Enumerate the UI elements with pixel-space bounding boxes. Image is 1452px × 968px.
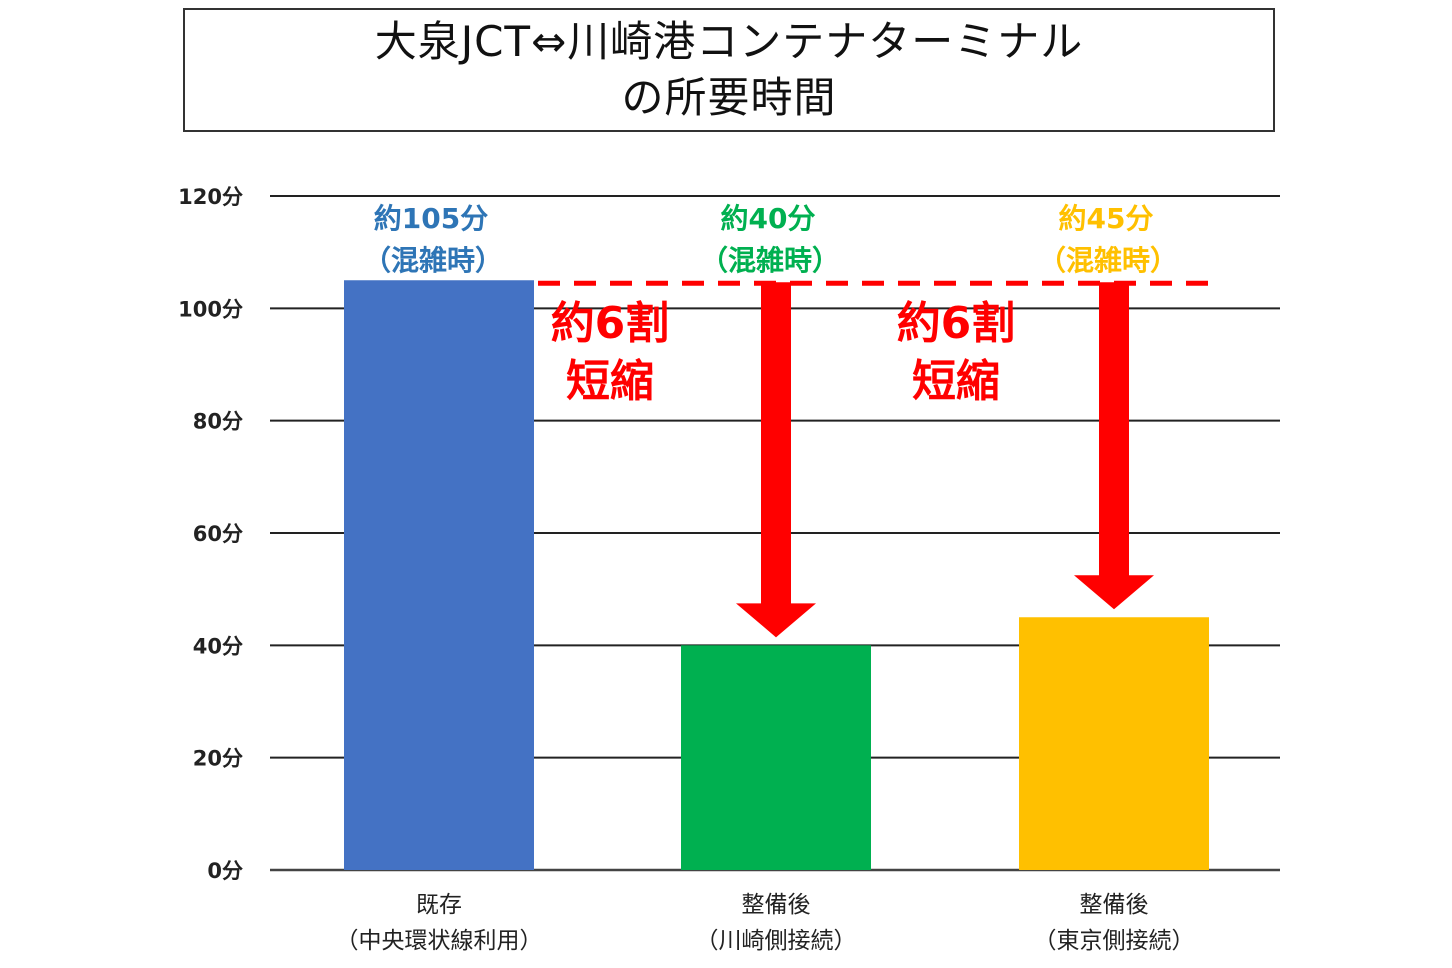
data-label: （混雑時） <box>1038 244 1178 277</box>
arrows <box>736 282 1154 638</box>
x-category-label: （中央環状線利用） <box>336 928 543 954</box>
y-tick-label: 0分 <box>207 859 243 883</box>
y-tick-label: 80分 <box>193 410 243 434</box>
data-label: （混雑時） <box>700 244 840 277</box>
x-category-label: 整備後 <box>742 892 811 918</box>
bars <box>344 280 1209 870</box>
data-label: 約105分 <box>374 202 488 235</box>
data-label: （混雑時） <box>363 244 503 277</box>
data-labels: 約105分 （混雑時） 約40分 （混雑時） 約45分 （混雑時） <box>363 202 1178 277</box>
down-arrow <box>736 282 816 638</box>
y-tick-label: 40分 <box>193 634 243 658</box>
bar <box>681 645 871 870</box>
chart-title-box: 大泉JCT⇔川崎港コンテナターミナル の所要時間 <box>183 8 1275 132</box>
bar <box>344 280 534 870</box>
y-tick-label: 120分 <box>178 185 243 209</box>
chart-title-line-2: の所要時間 <box>621 73 837 122</box>
down-arrow <box>1074 282 1154 610</box>
x-category-label: 整備後 <box>1080 892 1149 918</box>
reduction-annotation: 短縮 <box>912 356 1000 407</box>
y-axis-ticks: 0分 20分 40分 60分 80分 100分 120分 <box>178 185 243 883</box>
x-category-label: （東京側接続） <box>1034 928 1195 954</box>
reduction-annotation: 約6割 <box>551 298 670 349</box>
data-label: 約40分 <box>721 202 816 235</box>
x-axis-categories: 既存 （中央環状線利用） 整備後 （川崎側接続） 整備後 （東京側接続） <box>336 892 1195 954</box>
y-tick-label: 20分 <box>193 747 243 771</box>
reduction-annotation: 短縮 <box>566 356 654 407</box>
data-label: 約45分 <box>1059 202 1154 235</box>
x-category-label: （川崎側接続） <box>696 928 857 954</box>
y-tick-label: 60分 <box>193 522 243 546</box>
reduction-annotation: 約6割 <box>897 298 1016 349</box>
y-tick-label: 100分 <box>178 297 243 321</box>
chart-title-line-1: 大泉JCT⇔川崎港コンテナターミナル <box>374 17 1084 66</box>
bar <box>1019 617 1209 870</box>
x-category-label: 既存 <box>416 892 462 918</box>
